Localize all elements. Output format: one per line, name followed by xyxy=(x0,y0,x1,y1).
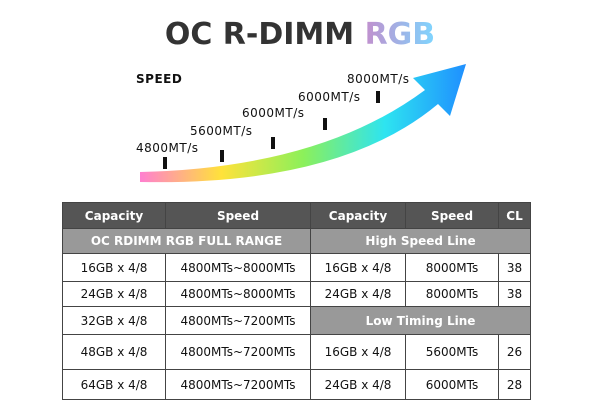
step-tick xyxy=(220,150,224,162)
speed-step: 5600MT/s xyxy=(190,124,253,138)
title: OC R-DIMM RGB xyxy=(165,17,435,52)
header-cell: Capacity xyxy=(62,202,166,229)
cell: 38 xyxy=(498,253,531,282)
cell: 64GB x 4/8 xyxy=(62,369,166,400)
step-tick xyxy=(271,137,275,149)
header-cell: Capacity xyxy=(310,202,406,229)
cell: 28 xyxy=(498,369,531,400)
section-cell: High Speed Line xyxy=(310,228,531,254)
header-row: Capacity Speed Capacity Speed CL xyxy=(62,202,531,229)
cell: 16GB x 4/8 xyxy=(310,253,406,282)
cell: 6000MTs xyxy=(405,369,499,400)
cell: 8000MTs xyxy=(405,253,499,282)
cell: 16GB x 4/8 xyxy=(310,334,406,370)
row: 64GB x 4/8 4800MTs~7200MTs 24GB x 4/8 60… xyxy=(62,369,531,400)
section-row: OC RDIMM RGB FULL RANGE High Speed Line xyxy=(62,228,531,254)
row: 24GB x 4/8 4800MTs~8000MTs 24GB x 4/8 80… xyxy=(62,281,531,307)
header-cell: CL xyxy=(498,202,531,229)
cell: 24GB x 4/8 xyxy=(62,281,166,307)
header-cell: Speed xyxy=(405,202,499,229)
cell: 4800MTs~7200MTs xyxy=(165,306,311,335)
speed-step: 8000MT/s xyxy=(347,72,410,86)
cell: 32GB x 4/8 xyxy=(62,306,166,335)
step-tick xyxy=(163,157,167,169)
row: 32GB x 4/8 4800MTs~7200MTs Low Timing Li… xyxy=(62,306,531,335)
cell: 8000MTs xyxy=(405,281,499,307)
spec-table: Capacity Speed Capacity Speed CL OC RDIM… xyxy=(62,202,531,400)
speed-step: 6000MT/s xyxy=(298,90,361,104)
section-cell: Low Timing Line xyxy=(310,306,531,335)
row: 48GB x 4/8 4800MTs~7200MTs 16GB x 4/8 56… xyxy=(62,334,531,370)
speed-label: SPEED xyxy=(136,72,182,86)
row: 16GB x 4/8 4800MTs~8000MTs 16GB x 4/8 80… xyxy=(62,253,531,282)
cell: 38 xyxy=(498,281,531,307)
banner: OC R-DIMM RGB SPEED 4800MT/s 5600MT/s 60… xyxy=(136,17,466,183)
step-tick xyxy=(323,118,327,130)
cell: 24GB x 4/8 xyxy=(310,281,406,307)
header-cell: Speed xyxy=(165,202,311,229)
cell: 5600MTs xyxy=(405,334,499,370)
section-cell: OC RDIMM RGB FULL RANGE xyxy=(62,228,311,254)
title-main: OC R-DIMM xyxy=(165,17,354,52)
cell: 48GB x 4/8 xyxy=(62,334,166,370)
cell: 4800MTs~7200MTs xyxy=(165,334,311,370)
cell: 4800MTs~8000MTs xyxy=(165,281,311,307)
title-accent: RGB xyxy=(365,17,436,52)
cell: 16GB x 4/8 xyxy=(62,253,166,282)
speed-step: 4800MT/s xyxy=(136,141,199,155)
step-tick xyxy=(376,91,380,103)
speed-arrow xyxy=(140,64,466,183)
cell: 4800MTs~8000MTs xyxy=(165,253,311,282)
speed-step: 6000MT/s xyxy=(242,106,305,120)
cell: 24GB x 4/8 xyxy=(310,369,406,400)
cell: 4800MTs~7200MTs xyxy=(165,369,311,400)
cell: 26 xyxy=(498,334,531,370)
